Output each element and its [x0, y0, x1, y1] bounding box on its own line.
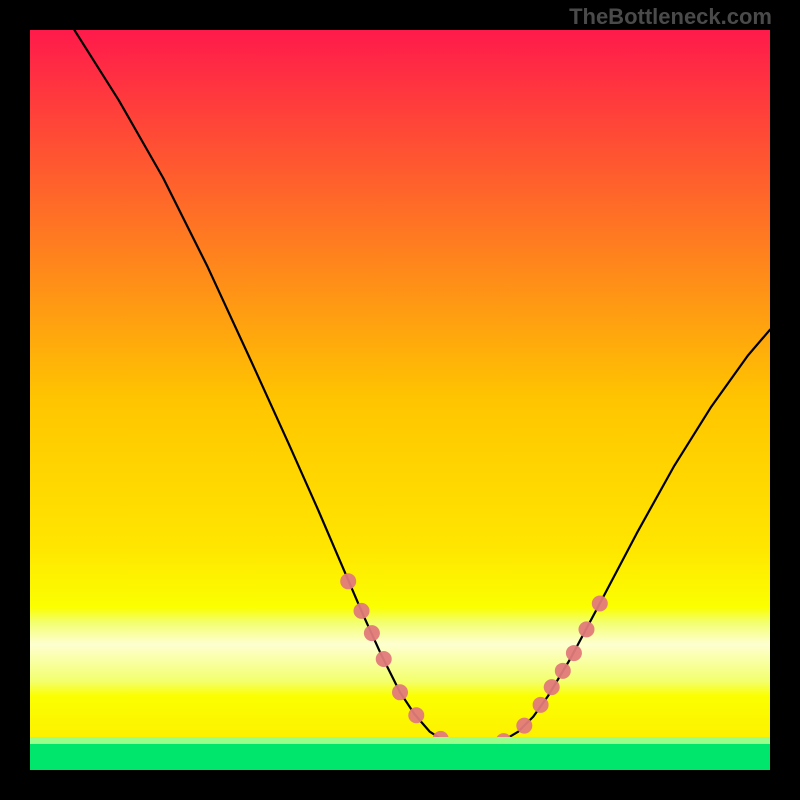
data-point-marker [592, 596, 608, 612]
bottom-stripe [30, 744, 770, 770]
data-point-marker [364, 625, 380, 641]
data-point-marker [516, 718, 532, 734]
data-point-marker [578, 621, 594, 637]
chart-frame: TheBottleneck.com [0, 0, 800, 800]
data-point-marker [392, 684, 408, 700]
bottom-stripe [30, 737, 770, 744]
plot-area [30, 30, 770, 770]
data-point-marker [544, 679, 560, 695]
data-point-marker [408, 707, 424, 723]
data-point-marker [555, 663, 571, 679]
bottleneck-curve [74, 30, 770, 747]
chart-svg [30, 30, 770, 770]
data-point-marker [340, 573, 356, 589]
data-point-marker [566, 645, 582, 661]
data-point-marker [376, 651, 392, 667]
attribution-text: TheBottleneck.com [569, 4, 772, 30]
data-point-marker [354, 603, 370, 619]
data-point-marker [533, 697, 549, 713]
